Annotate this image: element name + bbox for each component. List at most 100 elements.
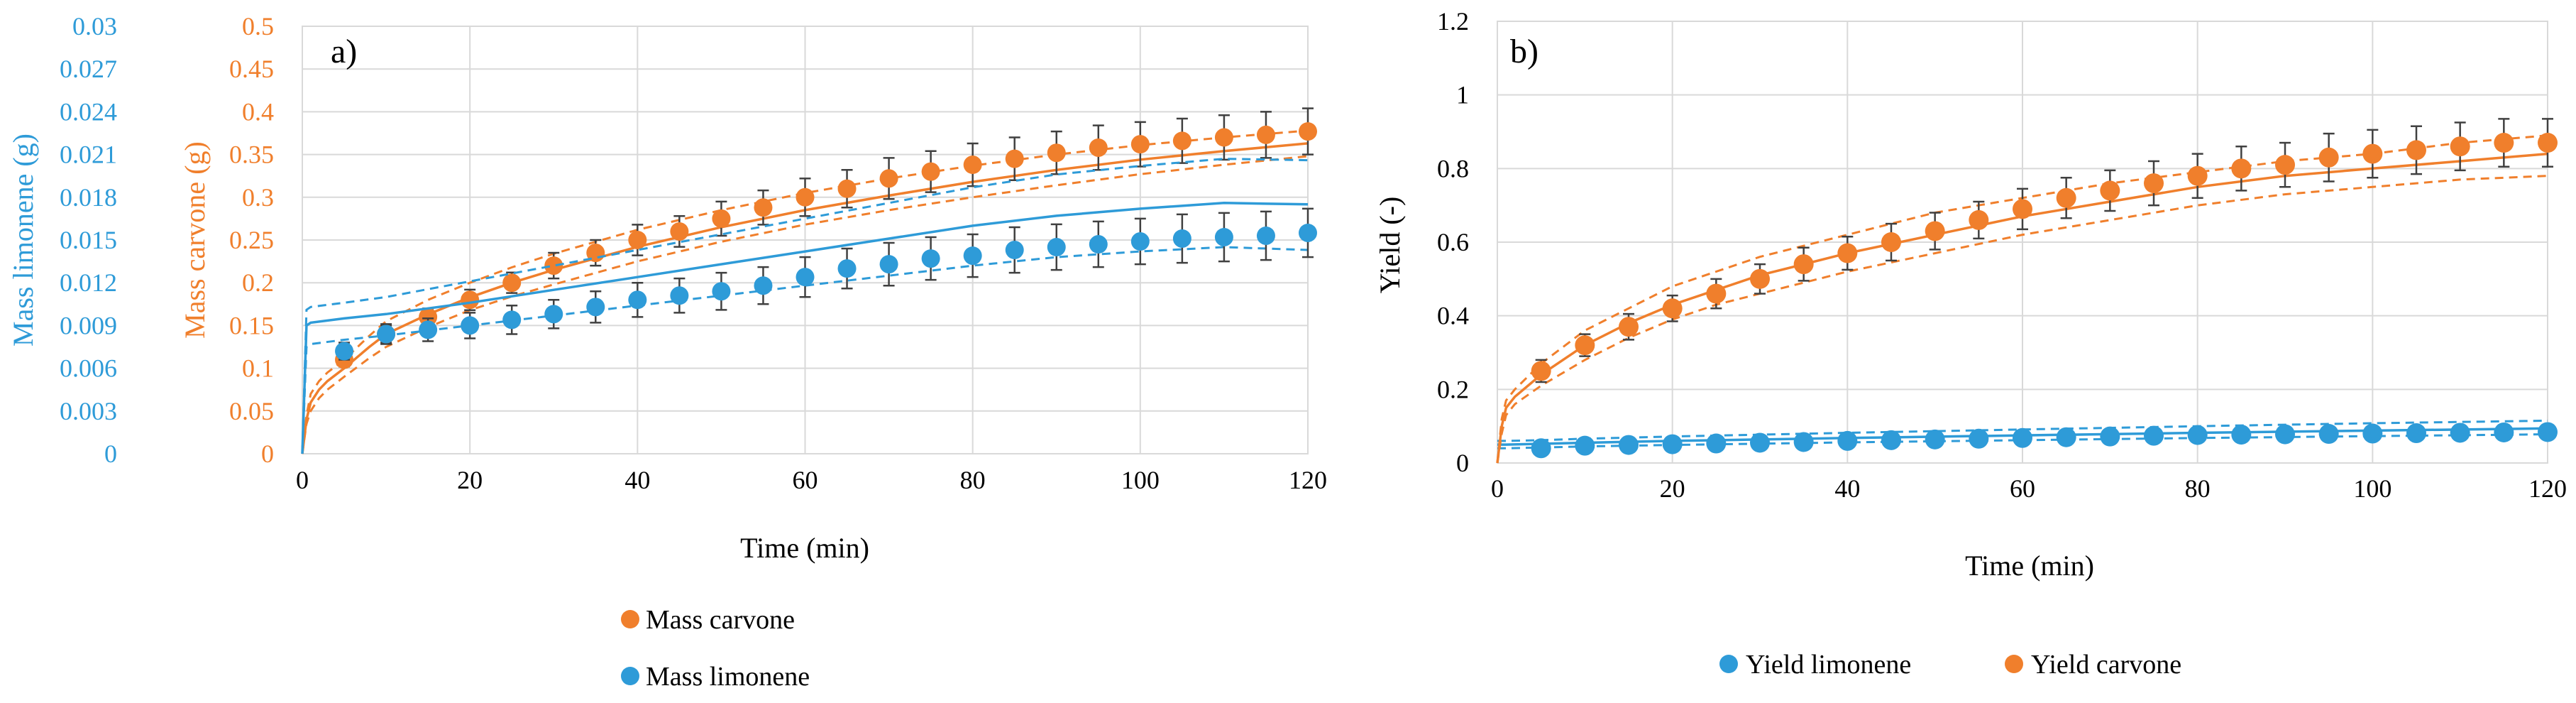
x-tick-label: 0 [1491,474,1504,503]
yield-limonene-point [2144,425,2164,446]
mass-carvone-model-lower [301,155,1309,454]
y-tick-label-main: 0.2 [1437,375,1469,403]
mass-carvone-point [1256,125,1275,144]
mass-carvone-point [419,307,438,327]
mass-carvone-point [670,222,689,241]
mass-limonene-point [754,276,773,295]
chart-a: 0 20 40 60 80 100 120 0 0.05 0.1 0.15 0.2 0.25 0.3 0.3… [7,12,1327,692]
y-tick-label-carvone: 0.05 [229,397,274,425]
yield-carvone-point [2056,187,2076,208]
chart-a-series [301,107,1317,454]
mass-limonene-point [586,298,605,317]
yield-carvone-point [1793,254,1814,275]
mass-carvone-point [502,273,522,293]
yield-carvone-point [2275,155,2295,175]
mass-limonene-point [670,286,689,305]
mass-carvone-point [921,162,940,181]
yield-limonene-point [2013,427,2032,448]
yield-carvone-point [1925,221,1945,241]
yield-carvone-point [2187,165,2208,186]
legend-label-mass-limonene: Mass limonene [646,662,810,692]
y-tick-label-main: 0 [1456,449,1469,477]
y-tick-label-limonene: 0 [104,440,117,468]
y-tick-label-carvone: 0 [261,440,274,468]
yield-limonene-point [1531,438,1551,459]
mass-limonene-point [796,268,815,287]
mass-carvone-point [1214,128,1233,147]
mass-limonene-model-line [301,202,1309,454]
yield-limonene-point [2318,424,2339,445]
chart-b-series [1496,118,2558,464]
y-tick-label-limonene: 0.024 [60,97,117,126]
yield-limonene-point [1706,433,1727,454]
legend-label-yield-carvone: Yield carvone [2031,650,2181,680]
mass-limonene-point [419,320,438,339]
yield-carvone-point [2406,140,2426,160]
yield-limonene-point [2494,422,2514,442]
yield-limonene-point [1662,434,1683,454]
chart-b-x-axis-title: Time (min) [1965,550,2094,582]
yield-limonene-point [1925,429,1945,449]
x-tick-label: 80 [2185,474,2211,503]
mass-carvone-point [879,169,898,188]
legend-marker-mass-carvone [621,610,639,628]
chart-a-panel-label: a) [331,33,357,70]
x-tick-label: 120 [1289,466,1327,494]
mass-limonene-point [1172,229,1191,248]
y-tick-label-main: 1 [1456,81,1469,109]
y-tick-label-carvone: 0.15 [229,311,274,339]
yield-carvone-point [2100,180,2120,201]
x-tick-label: 60 [2010,474,2035,503]
yield-carvone-point [1619,317,1639,337]
mass-limonene-point [1299,223,1317,242]
y-tick-label-main: 0.6 [1437,228,1469,256]
y-tick-label-carvone: 0.25 [229,226,274,254]
y-tick-label-carvone: 0.5 [242,12,274,40]
mass-limonene-point [377,325,396,344]
mass-carvone-point [837,179,857,198]
chart-a-axes: 0 20 40 60 80 100 120 0 0.05 0.1 0.15 0.2 0.25 0.3 0.3… [60,12,1327,494]
yield-limonene-point [2362,423,2383,444]
legend-marker-yield-limonene [1719,655,1738,673]
mass-carvone-point [712,209,731,228]
yield-limonene-point [1619,435,1639,455]
mass-carvone-point [963,156,982,175]
yield-limonene-point [1837,430,1858,451]
yield-limonene-point [1750,432,1770,453]
mass-limonene-point [628,290,647,310]
x-tick-label: 20 [457,466,483,494]
yield-limonene-point [1575,435,1595,456]
x-tick-label: 100 [1121,466,1160,494]
y-tick-label-carvone: 0.3 [242,183,274,212]
yield-carvone-point [2362,143,2383,164]
mass-limonene-point [502,310,522,329]
y-tick-label-carvone: 0.1 [242,354,274,383]
mass-carvone-point [544,256,563,276]
mass-carvone-point [1089,138,1108,157]
yield-limonene-point [2275,424,2295,445]
yield-limonene-point [2056,427,2076,447]
mass-limonene-point [1130,232,1150,251]
x-tick-label: 80 [960,466,986,494]
legend-marker-yield-carvone [2005,655,2023,673]
y-tick-label-carvone: 0.2 [242,268,274,297]
chart-a-x-axis-title: Time (min) [740,532,869,564]
mass-carvone-point [754,198,773,217]
y-tick-label-carvone: 0.35 [229,141,274,169]
yield-limonene-point [1881,430,1901,450]
y-tick-label-limonene: 0.015 [60,226,117,254]
yield-carvone-point [1969,209,1989,230]
yield-carvone-point [1750,268,1770,289]
yield-limonene-point [2406,423,2426,444]
mass-limonene-point [712,282,731,301]
y-tick-label-limonene: 0.012 [60,268,117,297]
mass-carvone-point [461,290,480,310]
chart-a-y-axis-title-limonene: Mass limonene (g) [7,133,39,347]
y-tick-label-limonene: 0.03 [72,12,117,40]
mass-limonene-point [1214,227,1233,246]
y-tick-label-limonene: 0.003 [60,397,117,425]
x-tick-label: 40 [624,466,650,494]
yield-carvone-point [1837,243,1858,263]
chart-a-gridlines [302,26,1309,454]
